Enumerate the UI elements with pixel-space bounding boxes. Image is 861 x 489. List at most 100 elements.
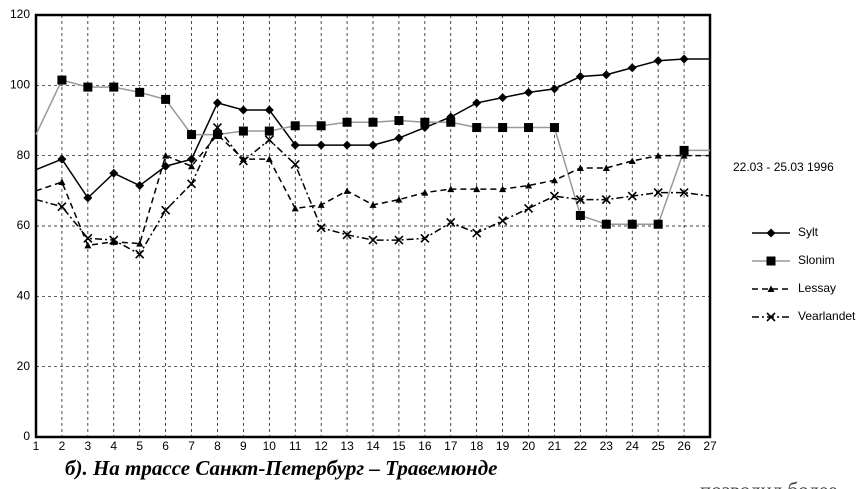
data-point bbox=[601, 70, 611, 80]
data-point bbox=[446, 217, 456, 228]
x-tick-label: 6 bbox=[162, 439, 169, 453]
data-point bbox=[473, 185, 481, 193]
legend-label: Sylt bbox=[798, 225, 819, 239]
data-point bbox=[136, 240, 144, 247]
data-point bbox=[342, 117, 352, 127]
x-tick-label: 4 bbox=[110, 439, 117, 453]
data-point bbox=[316, 140, 326, 150]
data-point bbox=[161, 94, 171, 104]
data-point bbox=[135, 87, 145, 97]
x-tick-label: 27 bbox=[703, 439, 717, 453]
data-point bbox=[653, 56, 663, 66]
x-tick-label: 7 bbox=[188, 439, 195, 453]
data-point bbox=[316, 121, 326, 131]
x-tick-label: 10 bbox=[263, 439, 277, 453]
data-point bbox=[188, 162, 196, 170]
data-point bbox=[679, 54, 689, 64]
x-tick-label: 26 bbox=[677, 439, 691, 453]
data-point bbox=[83, 233, 93, 243]
data-point bbox=[627, 63, 637, 73]
data-point bbox=[212, 122, 223, 133]
data-point bbox=[549, 123, 559, 133]
data-point bbox=[525, 182, 533, 189]
x-tick-label: 1 bbox=[33, 439, 40, 453]
data-point bbox=[291, 204, 299, 212]
data-point bbox=[680, 152, 688, 159]
data-point bbox=[549, 84, 559, 94]
legend-label: Slonim bbox=[798, 253, 835, 267]
x-tick-label: 14 bbox=[366, 439, 380, 453]
data-point bbox=[290, 121, 300, 131]
data-point bbox=[238, 126, 248, 136]
annotation: 22.03 - 25.03 1996 bbox=[733, 160, 834, 174]
data-point bbox=[290, 140, 300, 150]
data-point bbox=[472, 98, 482, 108]
y-tick-label: 60 bbox=[17, 218, 31, 232]
data-point bbox=[187, 130, 197, 140]
data-point bbox=[135, 249, 145, 259]
y-tick-label: 120 bbox=[10, 7, 30, 21]
data-point bbox=[498, 123, 508, 133]
footer-text: позволил более bbox=[700, 478, 838, 489]
x-tick-label: 3 bbox=[85, 439, 92, 453]
data-point bbox=[627, 191, 637, 201]
y-tick-label: 80 bbox=[17, 148, 31, 162]
data-point bbox=[472, 228, 482, 238]
x-tick-label: 9 bbox=[240, 439, 247, 453]
plot-frame bbox=[34, 13, 712, 439]
data-point bbox=[394, 235, 404, 245]
x-tick-label: 13 bbox=[340, 439, 354, 453]
data-point bbox=[628, 157, 636, 164]
x-tick-label: 17 bbox=[444, 439, 458, 453]
data-point bbox=[575, 72, 585, 82]
data-point bbox=[187, 154, 197, 164]
data-point bbox=[575, 210, 585, 220]
data-point bbox=[601, 219, 611, 229]
data-point bbox=[421, 189, 429, 196]
data-point bbox=[420, 117, 430, 127]
x-tick-label: 2 bbox=[59, 439, 66, 453]
legend-marker bbox=[766, 228, 776, 238]
y-tick-label: 0 bbox=[23, 429, 30, 443]
data-point bbox=[342, 140, 352, 150]
data-point bbox=[239, 155, 247, 163]
data-point bbox=[135, 181, 145, 191]
data-point bbox=[109, 235, 119, 245]
legend-label: Vearlandet bbox=[798, 309, 856, 323]
data-point bbox=[57, 154, 67, 164]
legend-marker bbox=[767, 285, 775, 292]
x-tick-label: 11 bbox=[289, 439, 302, 453]
data-point bbox=[550, 176, 558, 184]
data-point bbox=[447, 185, 455, 193]
x-tick-label: 25 bbox=[651, 439, 665, 453]
data-point bbox=[343, 187, 351, 194]
legend-marker bbox=[766, 312, 776, 322]
x-tick-label: 16 bbox=[418, 439, 432, 453]
data-point bbox=[84, 241, 92, 249]
data-point bbox=[162, 152, 170, 159]
data-point bbox=[499, 185, 507, 193]
data-point bbox=[369, 201, 377, 208]
x-tick-label: 18 bbox=[470, 439, 484, 453]
data-point bbox=[524, 87, 534, 97]
data-point bbox=[654, 152, 662, 159]
data-point bbox=[368, 235, 378, 245]
data-point bbox=[238, 156, 248, 166]
y-tick-label: 20 bbox=[17, 359, 31, 373]
data-point bbox=[109, 82, 119, 92]
legend-label: Lessay bbox=[798, 281, 836, 295]
data-point bbox=[601, 195, 611, 205]
data-point bbox=[83, 82, 93, 92]
data-point bbox=[264, 105, 274, 115]
data-point bbox=[523, 203, 534, 213]
x-tick-label: 24 bbox=[626, 439, 640, 453]
data-point bbox=[342, 230, 352, 240]
data-point bbox=[58, 178, 66, 186]
data-point bbox=[472, 123, 482, 133]
data-point bbox=[653, 188, 663, 198]
data-point bbox=[110, 238, 118, 245]
data-point bbox=[264, 126, 274, 136]
legend-marker bbox=[766, 256, 776, 266]
